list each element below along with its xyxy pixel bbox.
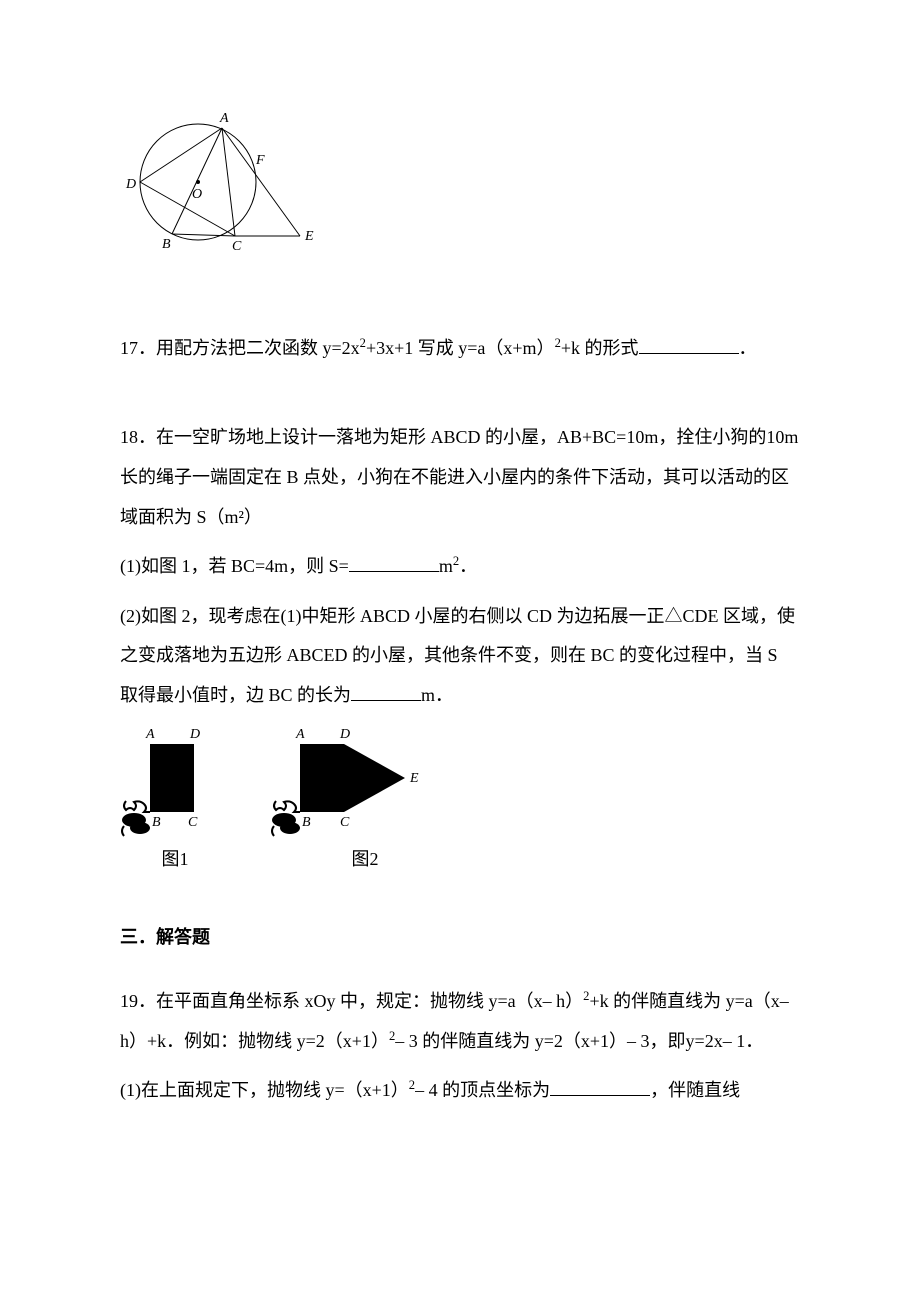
- fig1-label-a: A: [145, 727, 155, 742]
- label-a: A: [219, 111, 229, 126]
- q18-sub2-blank: [351, 683, 421, 701]
- figure-q16: A B C D E F O: [120, 110, 800, 269]
- fig2-label-d: D: [339, 727, 350, 742]
- figure-2-svg: A D E B C: [270, 726, 460, 841]
- q18-sub1-blank: [349, 554, 439, 572]
- q19-sub1-c: ，伴随直线: [650, 1080, 740, 1100]
- fig1-label-b: B: [152, 815, 161, 830]
- q17-text-c: +k 的形式: [561, 338, 639, 358]
- fig2-label-a: A: [295, 727, 305, 742]
- q19-blank1: [550, 1078, 650, 1096]
- q18-figures: A D B C 图1 A D: [120, 726, 800, 874]
- label-d: D: [125, 177, 136, 192]
- fig2-label-e: E: [409, 771, 419, 786]
- q19-p1-c: – 3 的伴随直线为 y=2（x+1）– 3，即y=2x– 1．: [395, 1031, 763, 1051]
- fig2-pentagon: [300, 744, 405, 812]
- fig2-label-c: C: [340, 815, 350, 830]
- q18-sub1-unit: m: [439, 556, 453, 576]
- q18-sub2: (2)如图 2，现考虑在(1)中矩形 ABCD 小屋的右侧以 CD 为边拓展一正…: [120, 606, 795, 705]
- figure-1-svg: A D B C: [120, 726, 230, 841]
- fig1-label-d: D: [189, 727, 200, 742]
- q19-number: 19: [120, 991, 138, 1011]
- q19-sub1-a: (1)在上面规定下，抛物线 y=（x+1）: [120, 1080, 409, 1100]
- question-18: 18．在一空旷场地上设计一落地为矩形 ABCD 的小屋，AB+BC=10m，拴住…: [120, 418, 800, 873]
- q18-number: 18: [120, 427, 138, 447]
- label-b: B: [162, 237, 171, 252]
- q18-sub1-end: ．: [459, 556, 477, 576]
- q17-number: 17: [120, 338, 138, 358]
- dog-icon-2: [272, 801, 300, 836]
- circle-geometry-diagram: A B C D E F O: [120, 110, 330, 260]
- q19-sub1-b: – 4 的顶点坐标为: [415, 1080, 550, 1100]
- fig1-rect: [150, 744, 194, 812]
- q18-sub1-a: (1)如图 1，若 BC=4m，则 S=: [120, 556, 349, 576]
- dog-icon: [122, 801, 150, 836]
- q17-end: ．: [739, 338, 757, 358]
- q18-p1: ．在一空旷场地上设计一落地为矩形 ABCD 的小屋，AB+BC=10m，拴住小狗…: [120, 427, 798, 526]
- q17-text-b: +3x+1 写成 y=a（x+m）: [366, 338, 555, 358]
- question-19: 19．在平面直角坐标系 xOy 中，规定：抛物线 y=a（x– h）2+k 的伴…: [120, 982, 800, 1111]
- figure-1-caption: 图1: [162, 845, 189, 874]
- figure-1-wrap: A D B C 图1: [120, 726, 230, 874]
- label-e: E: [304, 229, 314, 244]
- figure-2-caption: 图2: [352, 845, 379, 874]
- label-c: C: [232, 239, 242, 254]
- figure-2-wrap: A D E B C 图2: [270, 726, 460, 874]
- q19-p1-a: ．在平面直角坐标系 xOy 中，规定：抛物线 y=a（x– h）: [138, 991, 583, 1011]
- q18-sub2-unit: m．: [421, 685, 453, 705]
- question-17: 17．用配方法把二次函数 y=2x2+3x+1 写成 y=a（x+m）2+k 的…: [120, 329, 800, 369]
- label-o: O: [192, 187, 202, 202]
- q17-text-a: ．用配方法把二次函数 y=2x: [138, 338, 360, 358]
- fig2-label-b: B: [302, 815, 311, 830]
- label-f: F: [255, 153, 265, 168]
- section-3-header: 三．解答题: [120, 923, 800, 952]
- fig1-label-c: C: [188, 815, 198, 830]
- q17-blank: [639, 336, 739, 354]
